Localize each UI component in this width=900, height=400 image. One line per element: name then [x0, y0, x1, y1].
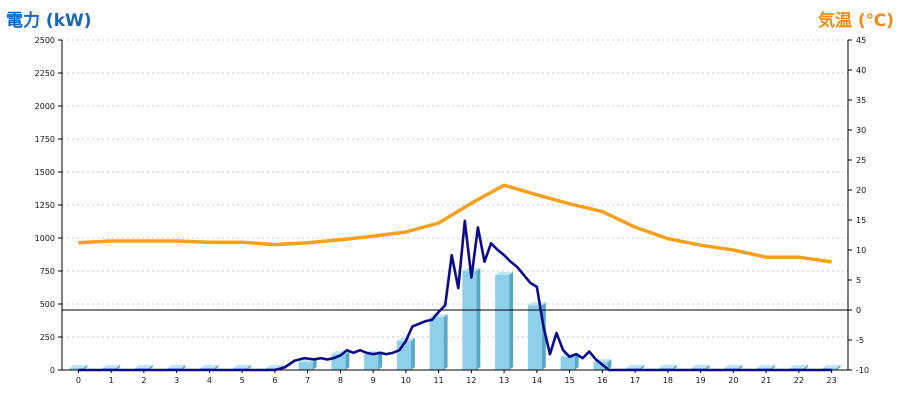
right-tick-label: 0 — [856, 306, 861, 315]
bar-top — [102, 365, 121, 369]
left-axis-title: 電力 (kW) — [6, 11, 92, 31]
bar-top — [789, 365, 808, 369]
right-tick-label: -5 — [856, 336, 864, 345]
right-tick-label: 5 — [856, 276, 861, 285]
bar-front — [495, 274, 510, 370]
bar-side — [345, 351, 350, 370]
bar-side — [443, 314, 448, 370]
power-bars — [69, 268, 841, 370]
bar-side — [607, 359, 612, 370]
right-tick-label: 30 — [856, 126, 866, 135]
bar-11 — [429, 314, 448, 370]
x-tick-label: 3 — [174, 376, 179, 385]
bar-12 — [462, 268, 481, 370]
right-tick-label: 15 — [856, 216, 866, 225]
right-tick-label: 20 — [856, 186, 866, 195]
x-tick-label: 10 — [401, 376, 411, 385]
bar-side — [312, 359, 317, 370]
bar-top — [757, 365, 776, 369]
x-tick-label: 2 — [141, 376, 146, 385]
x-tick-label: 1 — [109, 376, 114, 385]
temperature-line — [78, 183, 832, 264]
left-tick-label: 1000 — [35, 234, 55, 243]
gridlines — [62, 39, 848, 338]
x-tick-label: 15 — [565, 376, 575, 385]
left-tick-label: 2250 — [35, 69, 55, 78]
tick-labels: 02505007501000125015001750200022502500-1… — [35, 36, 869, 385]
x-tick-label: 14 — [532, 376, 542, 385]
x-tick-label: 19 — [696, 376, 706, 385]
bar-top — [167, 365, 186, 369]
bar-9 — [364, 351, 383, 370]
left-tick-label: 1250 — [35, 201, 55, 210]
x-tick-label: 18 — [663, 376, 673, 385]
right-tick-label: 10 — [856, 246, 866, 255]
x-tick-label: 9 — [371, 376, 376, 385]
x-tick-label: 23 — [827, 376, 837, 385]
right-tick-label: -10 — [856, 366, 869, 375]
x-tick-label: 8 — [338, 376, 343, 385]
left-tick-label: 750 — [40, 267, 55, 276]
x-tick-label: 11 — [434, 376, 444, 385]
bar-front — [364, 354, 379, 370]
x-tick-label: 7 — [305, 376, 310, 385]
left-tick-label: 1500 — [35, 168, 55, 177]
right-tick-label: 40 — [856, 66, 866, 75]
left-tick-label: 0 — [50, 366, 55, 375]
x-tick-label: 0 — [76, 376, 81, 385]
bar-top — [658, 365, 677, 369]
right-tick-label: 35 — [856, 96, 866, 105]
x-tick-label: 20 — [728, 376, 738, 385]
bar-side — [378, 351, 383, 370]
bar-front — [298, 362, 313, 370]
x-tick-label: 4 — [207, 376, 212, 385]
bar-top — [822, 365, 841, 369]
axes — [58, 39, 852, 373]
x-tick-label: 21 — [761, 376, 771, 385]
bar-side — [509, 271, 514, 370]
bar-top — [626, 365, 645, 369]
bar-front — [69, 368, 84, 370]
x-tick-label: 17 — [630, 376, 640, 385]
left-tick-label: 250 — [40, 333, 55, 342]
bar-top — [69, 365, 88, 369]
bar-top — [724, 365, 743, 369]
bar-13 — [495, 271, 514, 370]
bar-front — [593, 362, 608, 370]
left-tick-label: 1750 — [35, 135, 55, 144]
bar-top — [265, 365, 284, 369]
left-tick-label: 500 — [40, 300, 55, 309]
bar-side — [836, 365, 841, 370]
left-tick-label: 2500 — [35, 36, 55, 45]
bar-side — [410, 337, 415, 370]
x-tick-label: 12 — [466, 376, 476, 385]
bar-top — [233, 365, 252, 369]
bar-side — [574, 353, 579, 370]
x-tick-label: 6 — [272, 376, 277, 385]
bar-top — [527, 302, 546, 306]
bar-side — [476, 268, 481, 370]
right-tick-label: 45 — [856, 36, 866, 45]
power-line — [78, 219, 832, 372]
right-axis-title: 気温 (℃) — [817, 11, 894, 31]
bar-front — [560, 356, 575, 370]
bar-14 — [527, 302, 546, 370]
x-tick-label: 13 — [499, 376, 509, 385]
x-tick-label: 22 — [794, 376, 804, 385]
bar-top — [691, 365, 710, 369]
bar-top — [200, 365, 219, 369]
series-lines — [78, 183, 832, 372]
bar-front — [429, 317, 444, 370]
left-tick-label: 2000 — [35, 102, 55, 111]
x-tick-label: 5 — [240, 376, 245, 385]
bar-top — [134, 365, 153, 369]
bar-front — [527, 305, 542, 370]
x-tick-label: 16 — [597, 376, 607, 385]
bar-front — [462, 271, 477, 370]
right-tick-label: 25 — [856, 156, 866, 165]
bar-top — [495, 271, 514, 275]
